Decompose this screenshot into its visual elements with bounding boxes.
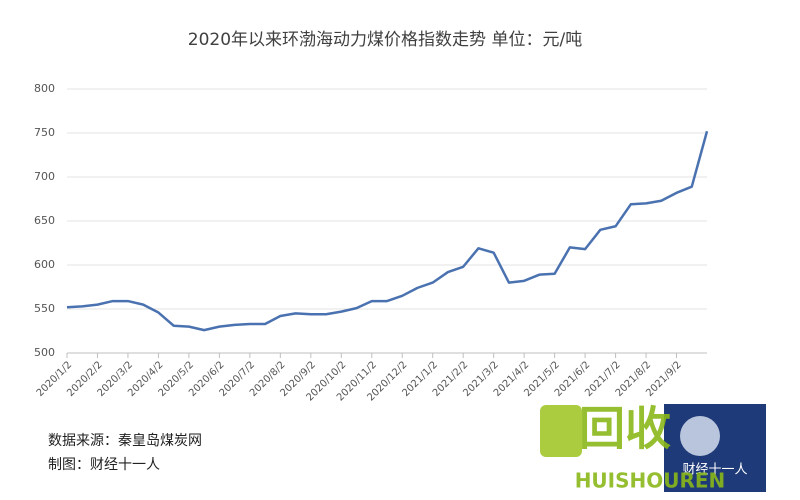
y-tick-label: 500: [34, 346, 55, 359]
line-series: [66, 130, 709, 332]
y-tick-label: 750: [34, 126, 55, 139]
watermark-sub: HUISHOUREN: [575, 469, 726, 493]
logo-globe: [680, 416, 720, 456]
y-tick-label: 600: [34, 258, 55, 271]
watermark-icon: [540, 405, 582, 457]
credit-note: 制图：财经十一人: [48, 457, 160, 473]
y-tick-label: 650: [34, 214, 55, 227]
logo-text: 财经十一人: [682, 463, 747, 478]
watermark: 回收: [579, 402, 671, 456]
y-tick-label: 700: [34, 170, 55, 183]
y-tick-label: 550: [34, 302, 55, 315]
chart-title: 2020年以来环渤海动力煤价格指数走势 单位：元/吨: [188, 30, 582, 50]
source-note: 数据来源：秦皇岛煤炭网: [48, 433, 202, 449]
y-tick-label: 800: [34, 82, 55, 95]
